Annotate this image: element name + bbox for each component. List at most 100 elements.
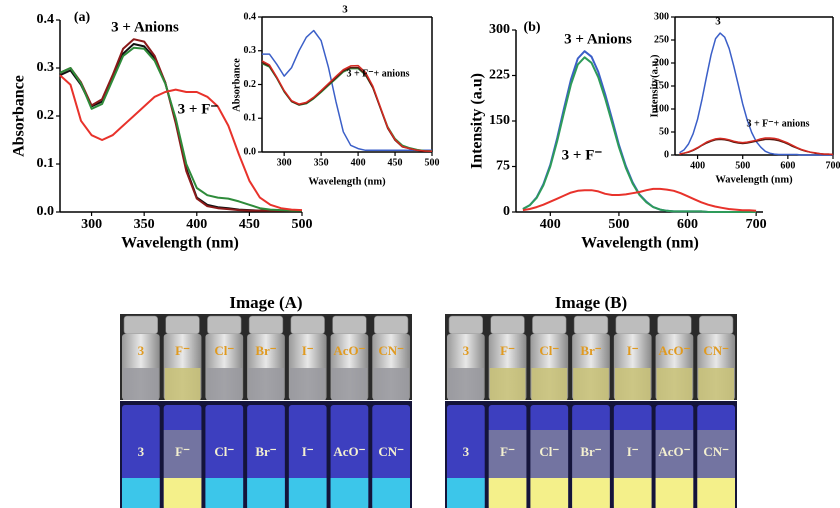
spectrum-line <box>262 29 432 152</box>
x-tick-label: 350 <box>314 157 329 168</box>
y-tick-label: 300 <box>654 11 669 22</box>
uv-vial-label: CN⁻ <box>378 444 404 459</box>
vial-label: AcO⁻ <box>333 343 365 358</box>
spectrum-line <box>522 50 757 213</box>
y-axis-label: Intensity(a.u.) <box>649 54 660 118</box>
y-tick-label: 250 <box>654 34 669 45</box>
vial-label: Br⁻ <box>580 343 601 358</box>
y-tick-label: 0.4 <box>37 12 55 27</box>
uv-vial-liquid <box>372 478 410 508</box>
uv-vial-label: 3 <box>138 444 145 459</box>
vial-cap <box>248 315 284 335</box>
annotation: (a) <box>74 10 91 25</box>
vial-liquid <box>489 368 526 400</box>
x-tick-label: 350 <box>134 217 155 232</box>
vial-label: 3 <box>138 343 145 358</box>
vial-cap <box>657 315 692 335</box>
y-axis-label: Absorbance <box>231 58 242 112</box>
vial-label: Cl⁻ <box>539 343 559 358</box>
y-tick-label: 0.0 <box>244 146 257 157</box>
uv-vial-liquid <box>572 478 610 508</box>
uv-vial-label: Cl⁻ <box>539 444 559 459</box>
vial-cap <box>573 315 609 335</box>
x-tick-label: 500 <box>292 217 313 232</box>
uv-vial-label: I⁻ <box>627 444 639 459</box>
annotation: 3 + F⁻ <box>178 101 219 117</box>
x-tick-label: 600 <box>677 217 698 232</box>
x-tick-label: 400 <box>186 217 207 232</box>
spectrum-line <box>59 46 302 212</box>
uv-vial-liquid <box>488 478 527 508</box>
spectrum-line <box>522 187 757 212</box>
y-tick-label: 225 <box>489 68 510 83</box>
y-axis-label: Absorbance <box>11 75 28 157</box>
y-tick-label: 0 <box>503 204 510 219</box>
vial-label: CN⁻ <box>703 343 729 358</box>
uv-vial-liquid <box>122 478 160 508</box>
x-tick-label: 700 <box>826 160 840 171</box>
y-tick-label: 0.2 <box>244 79 257 90</box>
vial-cap <box>165 315 200 335</box>
vial-label: F⁻ <box>500 343 515 358</box>
vial-liquid <box>164 368 201 400</box>
x-tick-label: 400 <box>540 217 561 232</box>
uv-vial-label: CN⁻ <box>703 444 729 459</box>
y-tick-label: 50 <box>659 126 669 137</box>
spectrum-line <box>59 74 303 212</box>
x-tick-label: 600 <box>780 160 795 171</box>
uv-vial-liquid <box>247 478 285 508</box>
annotation: (b) <box>523 20 540 35</box>
uv-glow <box>530 430 569 478</box>
uv-vial-label: Br⁻ <box>255 444 276 459</box>
vial-liquid <box>289 368 326 400</box>
vial-label: Br⁻ <box>255 343 276 358</box>
vial-label: CN⁻ <box>378 343 404 358</box>
y-axis-label: Intensity (a.u) <box>469 73 486 169</box>
y-tick-label: 0.1 <box>244 113 257 124</box>
vial-liquid <box>531 368 568 400</box>
x-tick-label: 300 <box>81 217 102 232</box>
vial-cap <box>373 315 409 335</box>
spectrum-line <box>261 60 433 153</box>
vial-label: Cl⁻ <box>214 343 234 358</box>
vial-label: AcO⁻ <box>658 343 690 358</box>
vial-label: I⁻ <box>627 343 639 358</box>
vial-liquid <box>573 368 609 400</box>
vial-liquid <box>656 368 693 400</box>
vial-cap <box>490 315 525 335</box>
x-tick-label: 500 <box>425 157 440 168</box>
uv-vial-label: F⁻ <box>500 444 515 459</box>
uv-vial-liquid <box>447 478 485 508</box>
vial-liquid <box>373 368 409 400</box>
vial-liquid <box>248 368 284 400</box>
y-tick-label: 0 <box>664 149 669 160</box>
y-tick-label: 0.4 <box>244 11 257 22</box>
vial-liquid <box>698 368 734 400</box>
x-axis-label: Wavelength (nm) <box>715 174 793 185</box>
y-tick-label: 75 <box>496 159 510 174</box>
uv-vial-label: AcO⁻ <box>658 444 690 459</box>
vial-label: 3 <box>463 343 470 358</box>
uv-vial-label: Br⁻ <box>580 444 601 459</box>
annotation: 3 + F⁻+ anions <box>746 118 809 129</box>
vial-liquid <box>331 368 368 400</box>
uv-vial-liquid <box>697 478 735 508</box>
uv-vial-liquid <box>288 478 327 508</box>
vial-liquid <box>448 368 484 400</box>
x-tick-label: 450 <box>239 217 260 232</box>
y-tick-label: 200 <box>654 57 669 68</box>
uv-vial-label: I⁻ <box>302 444 314 459</box>
uv-vial-liquid <box>163 478 202 508</box>
y-tick-label: 0.3 <box>244 45 257 56</box>
vial-cap <box>290 315 325 335</box>
spectrum-line <box>679 137 834 156</box>
x-tick-label: 300 <box>277 157 292 168</box>
vial-liquid <box>614 368 651 400</box>
uv-glow <box>163 430 202 478</box>
vial-cap <box>448 315 484 335</box>
vial-cap <box>615 315 650 335</box>
y-tick-label: 150 <box>489 113 510 128</box>
vial-liquid <box>206 368 243 400</box>
uv-glow <box>697 430 735 478</box>
